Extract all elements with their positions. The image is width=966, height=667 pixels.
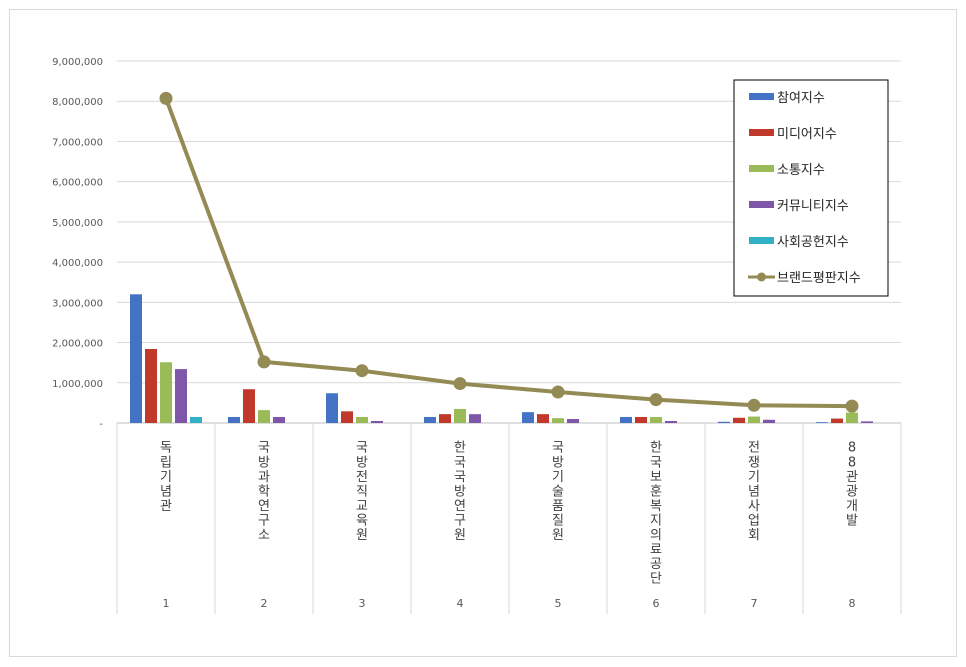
x-category-number: 8 [849, 597, 856, 610]
bar [831, 418, 843, 423]
legend-swatch [749, 165, 774, 172]
y-tick-label: 4,000,000 [52, 258, 103, 269]
x-category-number: 2 [261, 597, 268, 610]
legend-swatch [749, 129, 774, 136]
line-marker [649, 393, 663, 407]
line-marker [453, 377, 467, 391]
y-tick-label: - [99, 419, 103, 430]
line-marker [257, 355, 271, 369]
line-marker [159, 91, 173, 105]
legend-label: 커뮤니티지수 [777, 199, 849, 214]
line-marker [747, 398, 761, 412]
legend-label: 브랜드평판지수 [777, 271, 861, 286]
y-tick-label: 3,000,000 [52, 298, 103, 309]
axis-labels: - 1,000,000 2,000,000 3,000,000 4,000,000 5,0… [52, 57, 858, 610]
bar [816, 422, 828, 423]
y-tick-label: 9,000,000 [52, 57, 103, 68]
bar [861, 421, 873, 423]
x-category-number: 7 [751, 597, 758, 610]
bar [175, 369, 187, 423]
x-category-number: 5 [555, 597, 562, 610]
bar [763, 419, 775, 423]
bar [537, 414, 549, 423]
bars [130, 294, 873, 423]
bar [326, 393, 338, 423]
bar [273, 416, 285, 423]
bar [650, 416, 662, 423]
gridlines [117, 60, 901, 384]
bar [454, 408, 466, 423]
bar [190, 416, 202, 423]
legend-label: 사회공헌지수 [777, 235, 849, 250]
brand-reputation-chart: - 1,000,000 2,000,000 3,000,000 4,000,000 5,0… [52, 57, 902, 614]
bar [160, 362, 172, 423]
bar [469, 414, 481, 423]
legend-label: 참여지수 [777, 91, 825, 106]
y-tick-label: 1,000,000 [52, 379, 103, 390]
line-marker [551, 385, 565, 399]
bar [522, 412, 534, 423]
bar [341, 411, 353, 423]
legend-label: 소통지수 [777, 163, 825, 178]
bar [718, 421, 730, 423]
line-series-path [164, 97, 853, 409]
line-marker [355, 364, 369, 378]
y-tick-label: 6,000,000 [52, 178, 103, 189]
legend-swatch-marker [757, 272, 766, 282]
bar [567, 418, 579, 423]
bar [733, 417, 745, 423]
y-tick-label: 8,000,000 [52, 97, 103, 108]
y-tick-label: 2,000,000 [52, 339, 103, 350]
bar [356, 416, 368, 423]
x-category-number: 6 [653, 597, 660, 610]
bar [145, 348, 157, 423]
bar [620, 416, 632, 423]
x-category-number: 4 [457, 597, 464, 610]
legend-box [733, 79, 889, 297]
bar [371, 420, 383, 423]
y-tick-label: 5,000,000 [52, 218, 103, 229]
bar [846, 412, 858, 423]
bar [552, 418, 564, 423]
legend-swatch [749, 93, 774, 100]
bar [258, 410, 270, 423]
bar [665, 420, 677, 423]
x-category-number: 3 [359, 597, 366, 610]
bar [439, 414, 451, 423]
line-series [159, 91, 859, 413]
line-marker [845, 399, 859, 413]
x-category-number: 1 [163, 597, 170, 610]
bar [228, 416, 240, 423]
legend-label: 미디어지수 [777, 127, 837, 142]
bar [130, 294, 142, 423]
bar [748, 416, 760, 423]
y-tick-label: 7,000,000 [52, 137, 103, 148]
chart-frame: - 1,000,000 2,000,000 3,000,000 4,000,000 5,0… [9, 9, 957, 657]
bar [424, 416, 436, 423]
axes [116, 422, 902, 614]
bar [635, 416, 647, 423]
legend-swatch [749, 201, 774, 208]
bar [243, 389, 255, 423]
legend-swatch [749, 237, 774, 244]
